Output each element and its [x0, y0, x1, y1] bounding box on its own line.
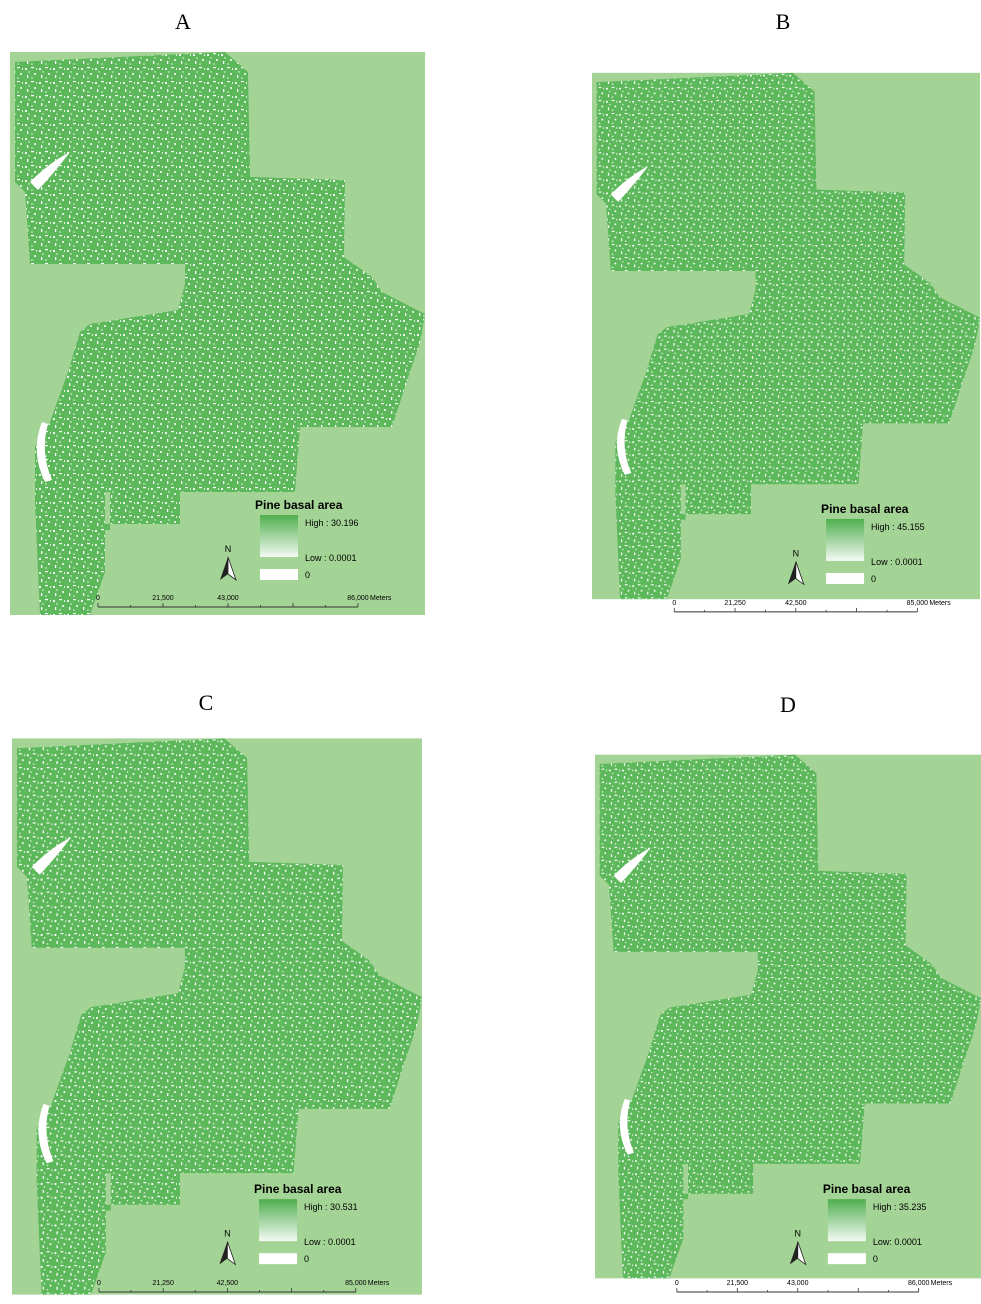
legend-zero: 0	[871, 574, 876, 584]
map-image	[592, 73, 980, 599]
scale-label: 86,000	[347, 595, 369, 602]
legend-zero-swatch	[259, 1253, 297, 1264]
scale-label: 85,000	[907, 600, 929, 607]
north-label: N	[225, 544, 232, 554]
legend-low: Low : 0.0001	[305, 553, 357, 563]
scale-label: 0	[96, 595, 100, 602]
panel-label: D	[780, 692, 796, 717]
legend-zero: 0	[305, 570, 310, 580]
legend-title: Pine basal area	[823, 1182, 911, 1196]
legend-title: Pine basal area	[821, 502, 909, 516]
scale-label: 0	[672, 600, 676, 607]
panel-label: C	[199, 690, 214, 715]
legend-zero-swatch	[828, 1253, 866, 1264]
scale-label: 85,000	[345, 1280, 367, 1287]
scale-label: 0	[675, 1280, 679, 1287]
legend-zero-swatch	[826, 573, 864, 584]
north-label: N	[224, 1229, 231, 1239]
legend-high: High : 45.155	[871, 522, 925, 532]
scale-label: 21,250	[152, 1280, 174, 1287]
legend-title: Pine basal area	[255, 498, 343, 512]
legend-gradient	[826, 519, 864, 561]
map-panel: Pine basal area High : 30.196 Low : 0.0001…	[10, 52, 425, 615]
scale-unit: Meters	[370, 595, 392, 602]
legend-zero-swatch	[260, 569, 298, 580]
scale-label: 42,500	[217, 1280, 239, 1287]
legend-low: Low : 0.0001	[871, 557, 923, 567]
scale-label: 21,250	[724, 600, 746, 607]
panel-label: A	[175, 9, 191, 34]
scale-unit: Meters	[929, 600, 951, 607]
legend-high: High : 30.196	[305, 518, 359, 528]
figure: A Pine basal area High : 30.196 Low : 0.000…	[0, 0, 981, 1304]
map-panel: Pine basal area High : 35.235 Low: 0.0001 0…	[595, 755, 981, 1292]
map-panel: Pine basal area High : 30.531 Low : 0.0001…	[12, 738, 422, 1294]
scale-label: 21,500	[727, 1280, 749, 1287]
scale-unit: Meters	[931, 1280, 953, 1287]
scale-label: 21,500	[152, 595, 174, 602]
legend-zero: 0	[873, 1254, 878, 1264]
north-label: N	[795, 1229, 802, 1239]
scale-label: 42,500	[785, 600, 807, 607]
legend-gradient	[260, 515, 298, 557]
north-label: N	[793, 548, 800, 558]
scale-unit: Meters	[368, 1280, 390, 1287]
scale-label: 86,000	[908, 1280, 930, 1287]
map-image	[12, 738, 422, 1294]
map-panel: Pine basal area High : 45.155 Low : 0.0001…	[592, 73, 980, 612]
scale-label: 43,000	[787, 1280, 809, 1287]
map-image	[595, 755, 981, 1279]
scale-label: 0	[97, 1280, 101, 1287]
panel-label: B	[776, 9, 791, 34]
legend-low: Low: 0.0001	[873, 1237, 922, 1247]
legend-high: High : 30.531	[304, 1202, 358, 1212]
map-image	[10, 52, 425, 615]
scale-label: 43,000	[217, 595, 239, 602]
legend-zero: 0	[304, 1254, 309, 1264]
legend-high: High : 35.235	[873, 1202, 927, 1212]
legend-low: Low : 0.0001	[304, 1237, 356, 1247]
legend-gradient	[828, 1199, 866, 1241]
legend-title: Pine basal area	[254, 1182, 342, 1196]
legend-gradient	[259, 1199, 297, 1241]
